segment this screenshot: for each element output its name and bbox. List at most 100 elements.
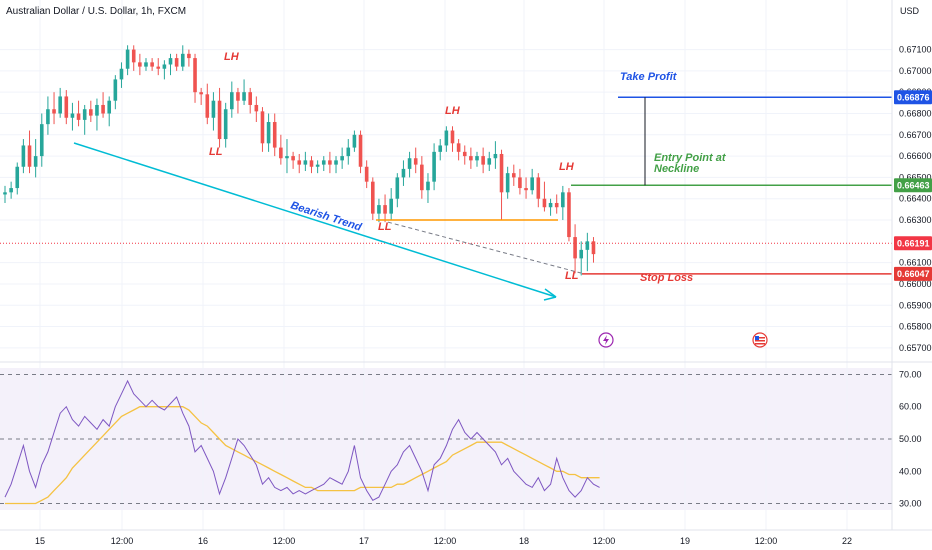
candle-body <box>524 188 528 191</box>
candle-body <box>469 156 473 161</box>
candle-body <box>138 62 142 67</box>
candle-body <box>548 202 553 208</box>
price-level-lines <box>0 96 892 275</box>
candle-body <box>432 151 436 182</box>
price-tick-label: 0.66400 <box>899 194 932 204</box>
entry-badge-bg <box>894 178 932 193</box>
label-lh-1: LH <box>224 51 240 63</box>
label-ll-3: LL <box>565 270 579 282</box>
us-flag-event-icon[interactable] <box>752 332 768 348</box>
label-take-profit: Take Profit <box>620 71 678 83</box>
candle-body <box>248 92 252 105</box>
candle-body <box>475 156 479 161</box>
price-tick-label: 0.65900 <box>899 300 932 310</box>
candle-body <box>3 192 7 195</box>
lower-low-dashed-line <box>387 221 583 274</box>
candle-body <box>511 173 516 178</box>
candle-body <box>591 241 596 255</box>
drawings <box>73 142 583 301</box>
price-tick-label: 0.67000 <box>899 66 932 76</box>
price-tick-label: 0.66300 <box>899 215 932 225</box>
candle-body <box>21 145 26 167</box>
candle-body <box>46 109 50 125</box>
candle-body <box>64 96 69 118</box>
candle-body <box>223 109 228 140</box>
candle-body <box>340 156 344 161</box>
candle-body <box>76 113 81 120</box>
candle-body <box>352 134 357 148</box>
candle-body <box>536 177 541 199</box>
label-ll-2: LL <box>378 221 392 233</box>
candle-body <box>413 158 418 165</box>
price-tick-label: 0.65700 <box>899 343 932 353</box>
rsi-tick-label: 40.00 <box>899 466 922 476</box>
candle-body <box>297 160 302 165</box>
candle-body <box>236 92 240 101</box>
candle-body <box>371 181 375 214</box>
candle-body <box>328 160 332 165</box>
candle-body <box>561 192 565 208</box>
candle-body <box>107 100 112 114</box>
candle-body <box>180 53 185 67</box>
candle-body <box>242 92 246 101</box>
candle-body <box>272 122 277 148</box>
candle-body <box>499 153 504 193</box>
currency-label: USD <box>900 6 920 16</box>
candle-body <box>315 164 320 167</box>
time-tick-label: 12:00 <box>755 536 778 546</box>
time-tick-label: 18 <box>519 536 529 546</box>
candle-body <box>554 202 559 208</box>
candle-body <box>334 160 338 165</box>
price-tick-label: 0.67100 <box>899 45 932 55</box>
rsi-pane-background <box>0 368 892 510</box>
candle-body <box>254 104 259 112</box>
take-profit-badge: 0.66876 <box>897 92 930 102</box>
candle-body <box>101 104 105 114</box>
candle-body <box>119 68 124 80</box>
candle-body <box>156 66 161 69</box>
candle-body <box>82 109 87 120</box>
label-ll-1: LL <box>209 146 223 158</box>
candle-body <box>95 104 99 116</box>
candle-body <box>438 145 443 152</box>
candle-body <box>70 113 75 118</box>
candle-body <box>9 188 13 193</box>
time-tick-label: 22 <box>842 536 852 546</box>
time-axis[interactable]: 15 12:00 16 12:00 17 12:00 18 12:00 19 12:00 22 <box>35 536 852 546</box>
price-tick-label: 0.66100 <box>899 258 932 268</box>
candle-body <box>493 153 498 159</box>
price-axis[interactable]: 0.671000.670000.669000.668000.667000.666… <box>899 45 932 353</box>
time-tick-label: 12:00 <box>111 536 134 546</box>
take-profit-badge-bg <box>894 90 932 105</box>
candle-body <box>505 173 510 193</box>
rsi-tick-label: 60.00 <box>899 402 922 412</box>
candle-body <box>444 130 449 146</box>
label-lh-3: LH <box>559 161 575 173</box>
candle-body <box>285 156 289 159</box>
bearish-trend-arrowhead <box>543 288 557 301</box>
candle-body <box>39 124 44 157</box>
candle-body <box>168 58 173 65</box>
bearish-trend-line <box>73 142 557 298</box>
candle-body <box>401 168 406 178</box>
rsi-tick-label: 50.00 <box>899 434 922 444</box>
candle-body <box>125 49 130 69</box>
price-tick-label: 0.66500 <box>899 172 932 182</box>
candle-body <box>426 181 430 191</box>
candle-body <box>89 109 93 116</box>
candle-body <box>113 79 118 101</box>
rsi-axis[interactable]: 70.00 60.00 50.00 40.00 30.00 <box>899 369 922 508</box>
candle-body <box>33 156 38 167</box>
candle-body <box>309 160 314 167</box>
price-tick-label: 0.66000 <box>899 279 932 289</box>
price-tick-label: 0.66800 <box>899 108 932 118</box>
candle-body <box>450 130 455 144</box>
price-tick-label: 0.66700 <box>899 130 932 140</box>
rsi-line <box>4 379 600 501</box>
candle-body <box>542 198 547 208</box>
candle-body <box>58 96 62 114</box>
lightning-event-icon[interactable] <box>598 332 614 348</box>
candle-body <box>518 177 522 189</box>
label-stop-loss: Stop Loss <box>640 272 693 284</box>
